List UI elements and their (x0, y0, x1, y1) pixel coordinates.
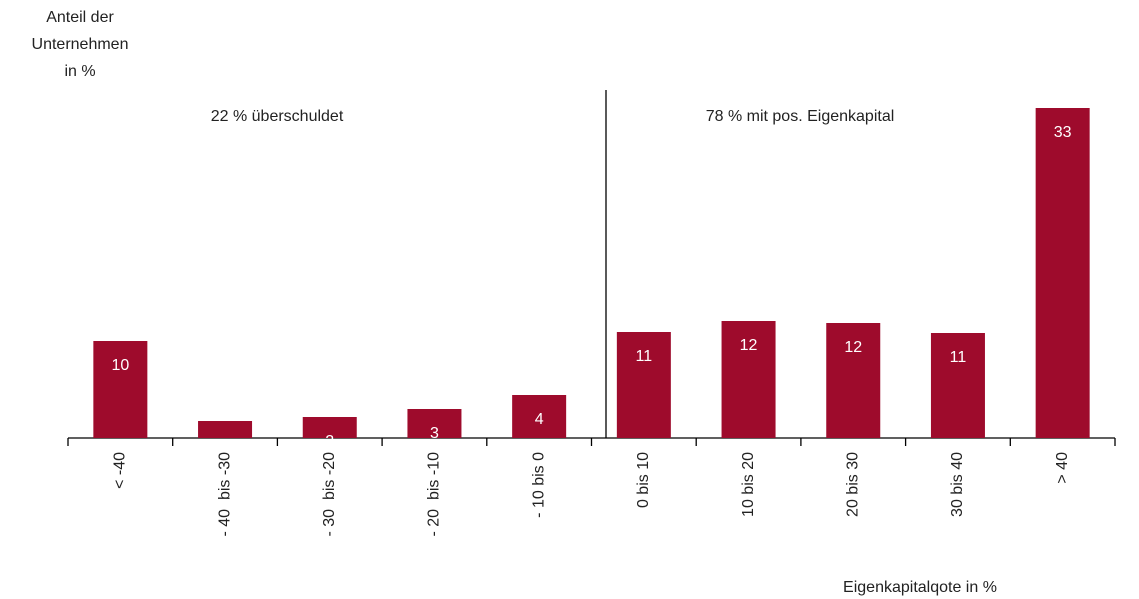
x-tick-label: 0 bis 10 (635, 452, 652, 508)
x-tick-label: - 30 bis -20 (321, 452, 338, 537)
x-tick-label: 30 bis 40 (949, 452, 966, 517)
annotation: 22 % überschuldet (211, 108, 344, 125)
bar (198, 421, 253, 438)
x-tick-label: - 40 bis -30 (216, 452, 233, 537)
bar (512, 395, 567, 438)
bar (1035, 108, 1090, 438)
y-axis-label: in % (64, 63, 95, 80)
x-tick-label: - 20 bis -10 (426, 452, 443, 537)
bar (407, 409, 462, 438)
value-label: 11 (950, 349, 967, 366)
x-axis-label: Eigenkapitalqote in % (843, 579, 997, 596)
value-label: 4 (535, 411, 544, 428)
x-tick-label: - 10 bis 0 (530, 452, 547, 518)
annotation: 78 % mit pos. Eigenkapital (706, 108, 895, 125)
bar (616, 332, 671, 438)
y-axis-label: Anteil der (46, 9, 114, 26)
x-tick-label: > 40 (1054, 452, 1071, 484)
bar (93, 341, 148, 438)
value-label: 3 (430, 425, 439, 442)
bar (930, 333, 985, 438)
x-tick-label: < -40 (112, 452, 129, 489)
bar (302, 417, 357, 438)
value-label: 2 (325, 433, 334, 450)
y-axis-label: Unternehmen (32, 36, 129, 53)
value-label: 11 (636, 348, 653, 365)
bar (826, 323, 881, 438)
value-label: 33 (1054, 124, 1072, 141)
bar (721, 321, 776, 438)
x-tick-label: 10 bis 20 (740, 452, 757, 517)
value-label: 12 (740, 337, 758, 354)
value-label: 10 (111, 357, 129, 374)
x-tick-label: 20 bis 30 (844, 452, 861, 517)
value-label: 12 (844, 339, 862, 356)
value-label: 2 (221, 437, 230, 454)
